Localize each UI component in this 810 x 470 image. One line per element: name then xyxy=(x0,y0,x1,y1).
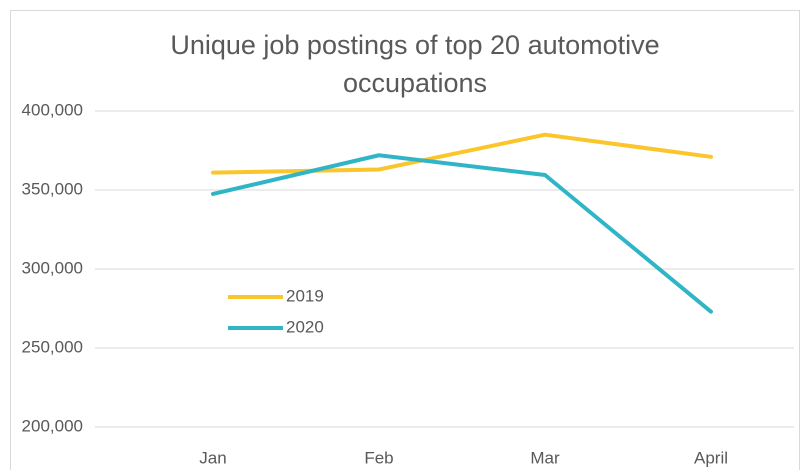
legend-label: 2019 xyxy=(286,286,324,305)
x-tick-label: Mar xyxy=(530,448,560,467)
y-tick-label: 400,000 xyxy=(22,100,83,119)
y-tick-label: 350,000 xyxy=(22,179,83,198)
x-tick-label: Jan xyxy=(199,448,226,467)
chart-title: Unique job postings of top 20 automotive… xyxy=(170,30,660,98)
x-tick-label: April xyxy=(694,448,728,467)
y-tick-label: 300,000 xyxy=(22,258,83,277)
line-series xyxy=(211,132,713,175)
line-series xyxy=(211,153,713,314)
x-tick-label: Feb xyxy=(364,448,393,467)
y-tick-label: 200,000 xyxy=(22,416,83,435)
legend-label: 2020 xyxy=(286,317,324,336)
chart-border xyxy=(10,10,800,470)
y-tick-label: 250,000 xyxy=(22,337,83,356)
